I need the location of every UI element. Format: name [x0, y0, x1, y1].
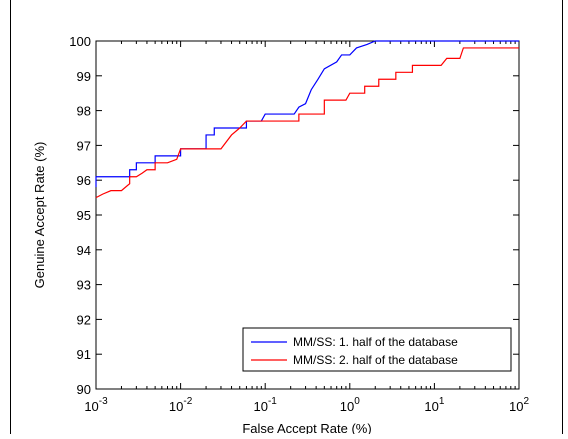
x-tick-label-base: 10: [509, 399, 523, 414]
legend-label-series-2: MM/SS: 2. half of the database: [293, 353, 458, 367]
figure-frame: 90 91 92 93 94 95 96 97 98 99 100 10-3 10-2 10-1 100 1…: [10, 0, 563, 436]
y-tick-label: 92: [77, 312, 91, 327]
x-tick-labels: 10-3 10-2 10-1 100 101 102: [84, 396, 529, 414]
series-line-2: [95, 47, 519, 199]
legend: MM/SS: 1. half of the database MM/SS: 2.…: [242, 327, 512, 372]
y-tick-label: 91: [77, 347, 91, 362]
legend-box: [242, 327, 512, 372]
x-tick-label: 102: [509, 396, 529, 414]
y-axis-label: Genuine Accept Rate (%): [32, 142, 47, 289]
x-tick-label-base: 10: [424, 399, 438, 414]
series-line-1: [95, 40, 519, 188]
y-tick-label: 94: [77, 243, 91, 258]
x-tick-label-base: 10: [84, 399, 98, 414]
y-tick-label: 97: [77, 138, 91, 153]
y-tick-label: 100: [69, 34, 91, 49]
y-tick-label: 98: [77, 104, 91, 119]
x-tick-label-exponent: -3: [99, 396, 108, 407]
x-tick-label-exponent: -1: [268, 396, 277, 407]
y-tick-label: 96: [77, 173, 91, 188]
x-tick-label: 100: [340, 396, 360, 414]
y-tick-label: 95: [77, 208, 91, 223]
y-tick-label: 90: [77, 382, 91, 397]
series-layer: [95, 40, 519, 199]
x-axis-label: False Accept Rate (%): [242, 421, 371, 434]
major-ticks: [95, 40, 520, 390]
x-tick-label: 10-1: [254, 396, 278, 414]
x-tick-label: 10-2: [169, 396, 193, 414]
x-tick-label-exponent: 2: [523, 396, 529, 407]
x-tick-label-base: 10: [254, 399, 268, 414]
x-tick-label: 101: [424, 396, 444, 414]
x-tick-label: 10-3: [84, 396, 108, 414]
x-tick-label-base: 10: [340, 399, 354, 414]
x-tick-label-base: 10: [169, 399, 183, 414]
x-tick-label-exponent: 0: [354, 396, 360, 407]
x-tick-label-exponent: -2: [183, 396, 192, 407]
legend-label-series-1: MM/SS: 1. half of the database: [293, 335, 458, 349]
x-tick-label-exponent: 1: [439, 396, 445, 407]
y-tick-labels: 90 91 92 93 94 95 96 97 98 99 100: [69, 34, 91, 397]
y-tick-label: 99: [77, 69, 91, 84]
y-tick-label: 93: [77, 278, 91, 293]
